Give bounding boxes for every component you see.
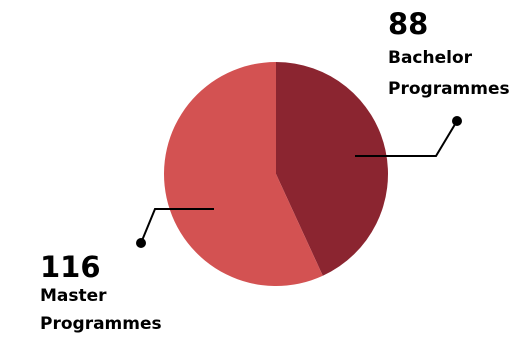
master-label-line1: Master (40, 286, 107, 306)
bachelor-leader-line (355, 120, 458, 157)
slice-bachelor (276, 62, 389, 276)
bachelor-leader-dot (452, 116, 462, 126)
bachelor-label-line1: Bachelor (388, 48, 473, 68)
leader-lines (136, 116, 462, 248)
bachelor-value: 88 (388, 7, 429, 41)
master-value: 116 (40, 250, 101, 284)
slice-master (164, 62, 323, 286)
master-label-line2: Programmes (40, 314, 162, 334)
bachelor-label-line2: Programmes (388, 79, 510, 99)
master-leader-dot (136, 238, 146, 248)
master-leader-line (140, 208, 214, 244)
pie-slices (164, 62, 389, 286)
